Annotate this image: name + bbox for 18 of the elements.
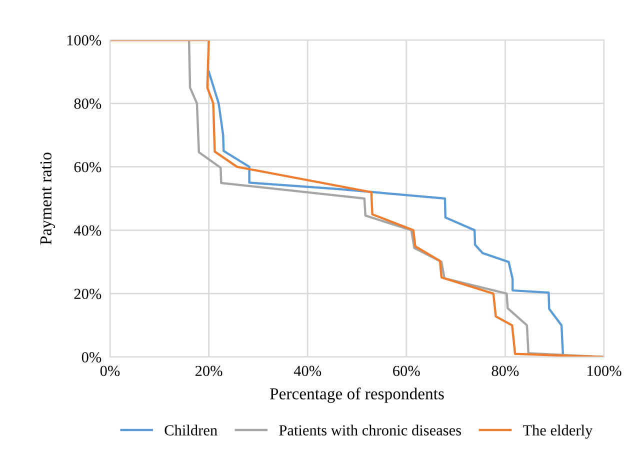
x-tick-label: 20% [195, 366, 222, 376]
line-series [110, 40, 604, 357]
legend-label: Patients with chronic diseases [279, 424, 462, 436]
y-tick-label: 20% [74, 288, 102, 300]
x-tick-label: 40% [294, 366, 322, 376]
y-tick-label: 80% [74, 98, 102, 109]
legend-label: Children [164, 424, 218, 436]
y-axis-title: Payment ratio [40, 152, 55, 245]
x-tick-label: 60% [393, 366, 420, 376]
x-tick-label: 100% [588, 366, 622, 376]
y-tick-label: 0% [82, 352, 102, 362]
legend-label: The elderly [522, 424, 593, 439]
y-tick-label: 60% [74, 162, 102, 172]
x-tick-label: 80% [492, 366, 519, 376]
x-tick-label: 0% [100, 366, 120, 376]
y-tick-label: 100% [67, 35, 102, 46]
x-axis-title: Percentage of respondents [270, 388, 444, 403]
y-tick-label: 40% [74, 225, 102, 236]
